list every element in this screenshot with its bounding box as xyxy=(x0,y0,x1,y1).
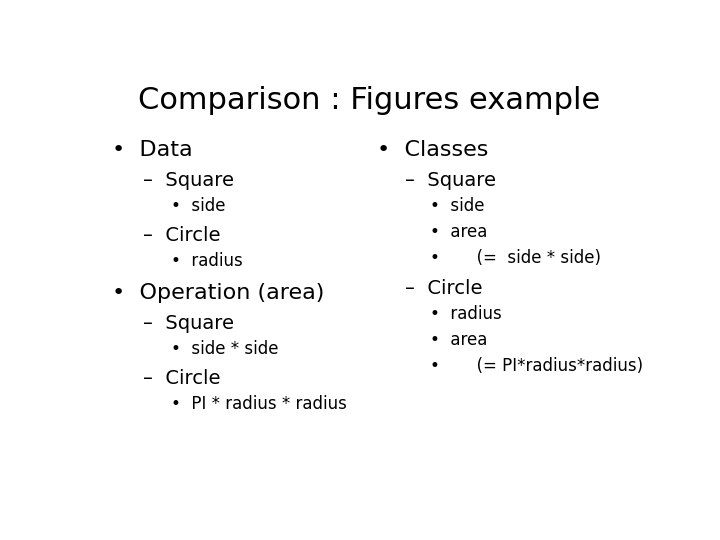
Text: •  area: • area xyxy=(431,223,487,241)
Text: •  radius: • radius xyxy=(171,252,243,270)
Text: •  area: • area xyxy=(431,331,487,349)
Text: –  Circle: – Circle xyxy=(143,369,220,388)
Text: •  Operation (area): • Operation (area) xyxy=(112,282,325,302)
Text: •       (= PI*radius*radius): • (= PI*radius*radius) xyxy=(431,357,644,375)
Text: •  radius: • radius xyxy=(431,305,502,323)
Text: •  side * side: • side * side xyxy=(171,340,279,358)
Text: •  PI * radius * radius: • PI * radius * radius xyxy=(171,395,347,413)
Text: Comparison : Figures example: Comparison : Figures example xyxy=(138,85,600,114)
Text: •  side: • side xyxy=(431,197,485,215)
Text: –  Square: – Square xyxy=(143,314,234,333)
Text: –  Circle: – Circle xyxy=(405,279,483,298)
Text: –  Square: – Square xyxy=(143,171,234,190)
Text: –  Square: – Square xyxy=(405,171,496,190)
Text: •  Data: • Data xyxy=(112,140,193,160)
Text: •       (=  side * side): • (= side * side) xyxy=(431,249,601,267)
Text: –  Circle: – Circle xyxy=(143,226,220,245)
Text: •  side: • side xyxy=(171,197,225,215)
Text: •  Classes: • Classes xyxy=(377,140,489,160)
